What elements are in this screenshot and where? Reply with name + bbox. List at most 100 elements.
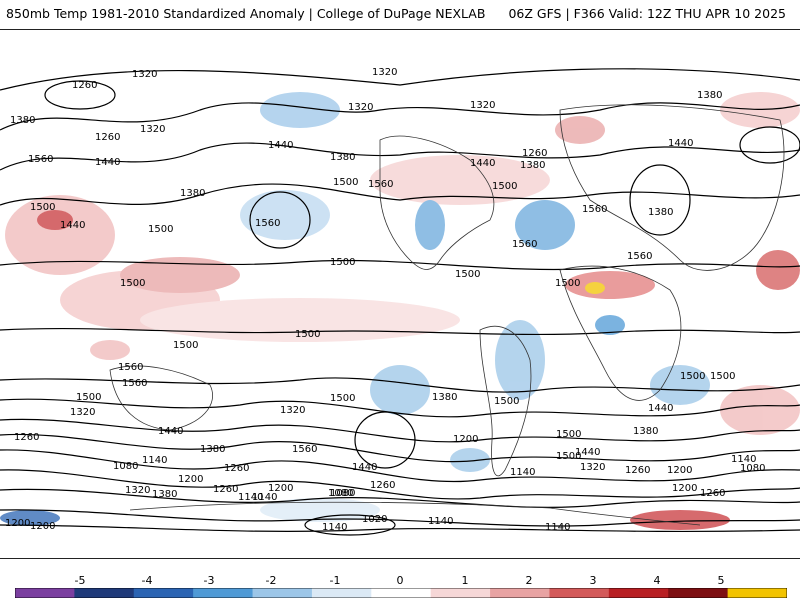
anomaly-map: 1320 1260 1380 1320 1320 1320 1380 1260 … <box>0 29 800 559</box>
contour-label: 1500 <box>76 392 101 403</box>
contour-label: 1560 <box>292 444 317 455</box>
colorbar-segment <box>668 588 729 598</box>
contour-label: 1440 <box>575 447 600 458</box>
contour-label: 1140 <box>510 467 535 478</box>
contour-label: 1560 <box>28 154 53 165</box>
contour-label: 1560 <box>118 362 143 373</box>
contour-label: 1320 <box>372 67 397 78</box>
contour-label: 1500 <box>330 257 355 268</box>
contour-label: 1500 <box>710 371 735 382</box>
contour-label: 1260 <box>213 484 238 495</box>
contour-label: 1380 <box>633 426 658 437</box>
contour-label: 1260 <box>370 480 395 491</box>
contour-label: 1440 <box>60 220 85 231</box>
contour-label: 1440 <box>648 403 673 414</box>
contour-label: 1500 <box>30 202 55 213</box>
coastlines <box>109 104 785 526</box>
contour-label: 1560 <box>512 239 537 250</box>
contour-label: 1560 <box>368 179 393 190</box>
contour-label: 1500 <box>295 329 320 340</box>
contour-label: 1500 <box>120 278 145 289</box>
contour-label: 1380 <box>10 115 35 126</box>
colorbar-tick-label: 1 <box>461 574 469 587</box>
contour-label: 1500 <box>492 181 517 192</box>
contour-label: 1260 <box>72 80 97 91</box>
contour-label: 1260 <box>522 148 547 159</box>
contour-label: 1320 <box>140 124 165 135</box>
contour-label: 1380 <box>180 188 205 199</box>
colorbar-tick-label: 4 <box>653 574 661 587</box>
contour-label: 1140 <box>142 455 167 466</box>
contour-label: 1380 <box>648 207 673 218</box>
contour-label: 1200 <box>672 483 697 494</box>
colorbar <box>15 588 787 598</box>
contour-label: 1200 <box>30 521 55 532</box>
colorbar-segment <box>371 588 432 598</box>
contour-label: 1140 <box>238 492 263 503</box>
contour-label: 1500 <box>455 269 480 280</box>
colorbar-segment <box>490 588 550 598</box>
contour-label: 1500 <box>680 371 705 382</box>
map-canvas: 1320 1260 1380 1320 1320 1320 1380 1260 … <box>0 67 800 536</box>
colorbar-tick-label: -3 <box>203 574 215 587</box>
contour-label: 1080 <box>740 463 765 474</box>
contour-label: 1320 <box>470 100 495 111</box>
map-title: 850mb Temp 1981-2010 Standardized Anomal… <box>6 6 486 21</box>
contour-label: 1200 <box>268 483 293 494</box>
contour-label: 1080 <box>113 461 138 472</box>
colorbar-tick-label: 5 <box>717 574 725 587</box>
contour-label: 1440 <box>668 138 693 149</box>
contour-label-group: 1320 1260 1380 1320 1320 1320 1380 1260 … <box>5 67 765 533</box>
contour-label: 1140 <box>545 522 570 533</box>
contour-label: 1080 <box>330 488 355 499</box>
contour-label: 1500 <box>494 396 519 407</box>
colorbar-tick-label: -1 <box>329 574 341 587</box>
contour-label: 1500 <box>556 429 581 440</box>
colorbar-segment <box>727 588 787 598</box>
anomaly-shading <box>0 92 800 530</box>
contour-label: 1320 <box>580 462 605 473</box>
contour-label: 1380 <box>432 392 457 403</box>
contour-label: 1380 <box>330 152 355 163</box>
contour-label: 1500 <box>330 393 355 404</box>
contour-label: 1320 <box>125 485 150 496</box>
colorbar-tick-label: -2 <box>265 574 277 587</box>
contour-label: 1380 <box>152 489 177 500</box>
contour-label: 1200 <box>5 518 30 529</box>
contour-label: 1500 <box>148 224 173 235</box>
contour-label: 1560 <box>582 204 607 215</box>
contour-label: 1200 <box>667 465 692 476</box>
colorbar-tick-label: -4 <box>141 574 153 587</box>
contour-label: 1560 <box>627 251 652 262</box>
contour-label: 1260 <box>625 465 650 476</box>
model-run-info: 06Z GFS | F366 Valid: 12Z THU APR 10 202… <box>508 6 786 21</box>
colorbar-tick-label: 3 <box>589 574 597 587</box>
contour-label: 1080 <box>328 488 353 499</box>
contour-label: 1320 <box>132 69 157 80</box>
contour-label: 1320 <box>280 405 305 416</box>
contour-label: 1440 <box>268 140 293 151</box>
colorbar-segment <box>74 588 135 598</box>
contour-label: 1260 <box>224 463 249 474</box>
contour-label: 1440 <box>95 157 120 168</box>
contour-label: 1020 <box>362 514 387 525</box>
contour-label: 1200 <box>178 474 203 485</box>
contour-label: 1440 <box>352 462 377 473</box>
contour-label: 1500 <box>173 340 198 351</box>
contour-label: 1500 <box>556 451 581 462</box>
contour-label: 1200 <box>453 434 478 445</box>
colorbar-segments <box>15 588 787 598</box>
contour-label: 1440 <box>470 158 495 169</box>
contour-label: 1440 <box>158 426 183 437</box>
colorbar-segment <box>193 588 254 598</box>
colorbar-segment <box>133 588 194 598</box>
contour-label: 1500 <box>333 177 358 188</box>
contour-label: 1560 <box>122 378 147 389</box>
contour-label: 1140 <box>322 522 347 533</box>
contour-label: 1140 <box>252 492 277 503</box>
contour-label: 1320 <box>70 407 95 418</box>
colorbar-segment <box>430 588 491 598</box>
contour-label: 1140 <box>428 516 453 527</box>
contour-label: 1380 <box>520 160 545 171</box>
height-contours <box>0 68 800 536</box>
